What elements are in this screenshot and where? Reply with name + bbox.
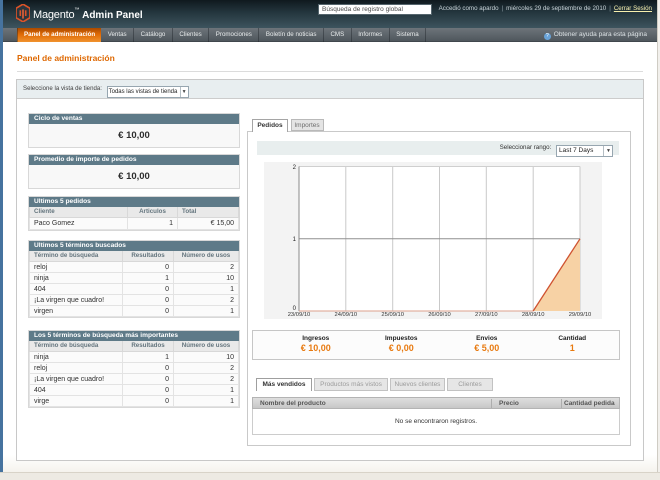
svg-text:23/09/10: 23/09/10 <box>288 312 311 318</box>
svg-text:2: 2 <box>293 165 297 171</box>
svg-text:29/09/10: 29/09/10 <box>569 312 592 318</box>
svg-text:0: 0 <box>293 306 297 312</box>
svg-text:25/09/10: 25/09/10 <box>381 312 404 318</box>
svg-text:1: 1 <box>293 237 297 243</box>
svg-text:26/09/10: 26/09/10 <box>428 312 451 318</box>
svg-text:24/09/10: 24/09/10 <box>335 312 358 318</box>
svg-text:28/09/10: 28/09/10 <box>522 312 545 318</box>
svg-text:27/09/10: 27/09/10 <box>475 312 498 318</box>
